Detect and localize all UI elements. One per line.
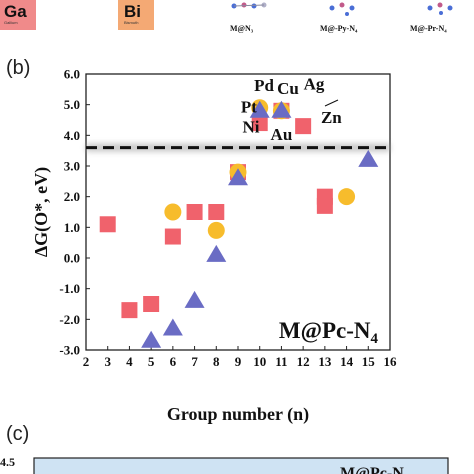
element-label-ag: Ag: [304, 74, 325, 93]
element-label-pt: Pt: [241, 97, 257, 116]
triangle-marker: [358, 149, 379, 167]
y-tick-label: 6.0: [64, 67, 80, 82]
y-tick-label: 3.0: [64, 159, 80, 174]
element-label-ni: Ni: [243, 117, 260, 136]
element-label-au: Au: [271, 125, 293, 144]
element-tile-ga-symbol: Ga: [4, 2, 27, 21]
triangle-marker: [206, 244, 227, 262]
element-tile-bi-name: Bismuth: [124, 20, 138, 25]
x-tick-label: 15: [362, 354, 376, 369]
element-label-zn: Zn: [321, 108, 342, 127]
reference-line-shadow: [86, 143, 390, 152]
x-tick-label: 13: [318, 354, 332, 369]
panel-c-label: (c): [6, 423, 29, 445]
structure-label-mprn4: M@-Pr-N₄: [410, 24, 447, 33]
x-tick-label: 7: [191, 354, 198, 369]
x-tick-label: 3: [104, 354, 111, 369]
element-label-cu: Cu: [277, 79, 299, 98]
square-marker: [164, 228, 181, 245]
y-tick-label: 0.0: [64, 251, 80, 266]
top-strip: Ga Gallium Bi Bismuth M@N₃ M@-Py-N₄ M@-P…: [0, 0, 453, 33]
x-tick-label: 5: [148, 354, 155, 369]
y-tick-label: 1.0: [64, 220, 80, 235]
square-marker: [143, 296, 160, 312]
triangle-marker: [249, 100, 270, 118]
triangle-marker: [141, 330, 162, 348]
structure-label-mn3: M@N₃: [230, 24, 254, 33]
panel-b-label: (b): [6, 57, 30, 79]
y-tick-label: -2.0: [59, 312, 80, 327]
label-arrow: [324, 99, 339, 107]
structure-icon-mn3: [231, 2, 267, 9]
element-tile-bi-symbol: Bi: [124, 2, 141, 21]
triangle-marker: [162, 318, 183, 336]
x-tick-label: 4: [126, 354, 133, 369]
triangle-marker: [184, 290, 205, 308]
y-axis-ticks: -3.0 -2.0 -1.0 0.0 1.0 2.0 3.0 4.0 5.0 6.0: [59, 67, 90, 358]
panel-c-plot-frame: [33, 457, 449, 474]
reference-line-group: [86, 143, 390, 152]
element-tile-ga-name: Gallium: [4, 20, 18, 25]
structure-icon-mprn4: [427, 2, 453, 15]
square-marker: [316, 188, 333, 205]
square-marker: [121, 302, 138, 319]
structure-icon-mpyn4: [329, 2, 355, 16]
x-tick-label: 2: [83, 354, 90, 369]
x-tick-label: 6: [170, 354, 177, 369]
square-marker: [251, 115, 268, 132]
structure-label-mpyn4: M@-Py-N₄: [320, 24, 358, 33]
circle-marker: [207, 221, 225, 239]
x-tick-label: 12: [297, 354, 310, 369]
circle-marker: [338, 188, 356, 206]
circle-marker: [164, 203, 182, 221]
data-markers: [99, 99, 379, 348]
element-label-pd: Pd: [254, 76, 274, 95]
y-tick-label: -1.0: [59, 281, 80, 296]
y-tick-label: -3.0: [59, 343, 80, 358]
element-tile-bi: [118, 0, 154, 30]
x-tick-label: 14: [340, 354, 354, 369]
square-marker: [186, 204, 203, 220]
x-tick-label: 10: [253, 354, 266, 369]
square-marker: [295, 118, 312, 135]
x-tick-label: 11: [275, 354, 287, 369]
square-marker: [99, 216, 116, 233]
triangle-marker: [271, 100, 292, 118]
x-tick-label: 16: [384, 354, 398, 369]
x-axis-title: Group number (n): [167, 404, 309, 425]
x-tick-label: 9: [235, 354, 242, 369]
x-tick-label: 8: [213, 354, 220, 369]
square-marker: [208, 204, 225, 220]
triangle-marker: [228, 168, 248, 186]
y-tick-label: 2.0: [64, 189, 80, 204]
y-tick-label: 5.0: [64, 97, 80, 112]
panel-c-partial-title: M@Pc-N: [340, 465, 404, 474]
element-tile-ga: [0, 0, 36, 30]
y-axis-title: ΔG(O*, eV): [31, 167, 52, 257]
chart-annotation: M@Pc-N4: [279, 318, 379, 347]
panel-c-top-tick: 4.5: [0, 455, 15, 469]
x-axis-ticks: 2 3 4 5 6 7 8 9 10 11 12 13 14 15 16: [83, 346, 397, 369]
y-tick-label: 4.0: [64, 128, 80, 143]
